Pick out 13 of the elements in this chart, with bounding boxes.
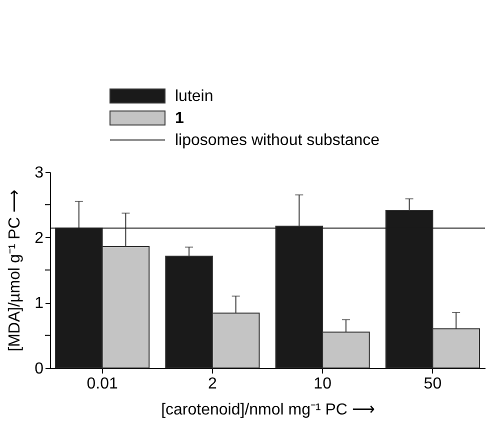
y-axis-title: [MDA]/µmol g⁻¹ PC ⟶: [6, 190, 24, 352]
legend-label: lutein: [175, 88, 214, 105]
x-tick-label: 2: [208, 376, 217, 392]
y-tick-label: 1: [34, 295, 44, 312]
y-tick-label: 0: [34, 360, 44, 378]
x-axis-title: [carotenoid]/nmol mg⁻¹ PC ⟶: [161, 402, 375, 418]
legend-label: liposomes without substance: [175, 132, 380, 149]
x-tick-label: 50: [424, 376, 442, 392]
x-tick-label: 10: [314, 376, 332, 392]
y-tick-label: 2: [34, 230, 44, 247]
y-tick-label: 3: [34, 164, 44, 182]
x-tick-label: 0.01: [86, 376, 118, 392]
legend-label: 1: [175, 110, 184, 127]
